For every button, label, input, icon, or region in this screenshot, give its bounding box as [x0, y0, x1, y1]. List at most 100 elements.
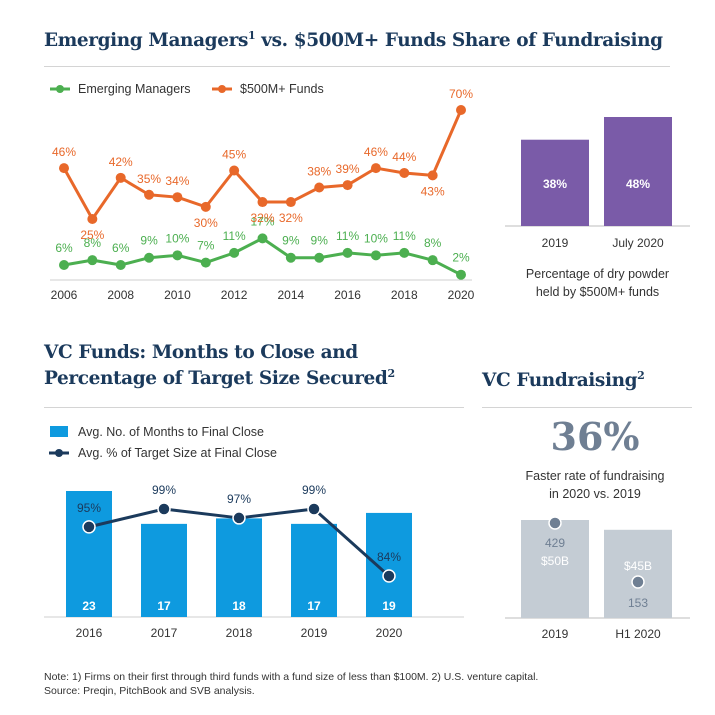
bar-value-label: $50B	[541, 554, 569, 568]
chart1-divider	[44, 66, 670, 67]
data-label: 6%	[112, 241, 130, 255]
chart3-title: VC Funds: Months to Close and Percentage …	[44, 342, 395, 389]
data-label: 11%	[336, 229, 359, 243]
data-point	[456, 105, 466, 115]
data-label: 46%	[52, 145, 76, 159]
data-point	[314, 252, 325, 263]
data-label: 8%	[424, 236, 442, 250]
bar-value-label: 18	[232, 599, 246, 613]
data-point	[257, 197, 268, 208]
chart3-divider	[44, 407, 464, 408]
data-point	[382, 569, 396, 583]
data-label: 97%	[227, 492, 251, 506]
data-label: 42%	[109, 155, 133, 169]
x-tick-label: 2012	[221, 288, 248, 302]
bar	[216, 518, 262, 617]
data-point	[82, 520, 96, 534]
x-tick-label: 2017	[151, 626, 178, 640]
data-label: 39%	[336, 162, 360, 176]
legend-swatch-bar	[50, 426, 68, 437]
data-label: 25%	[80, 228, 104, 242]
data-point	[399, 167, 410, 178]
x-tick-label: 2018	[226, 626, 253, 640]
x-tick-label: 2019	[542, 627, 569, 641]
chart4-title: VC Fundraising2	[482, 368, 645, 391]
data-point	[548, 516, 562, 530]
data-label: 43%	[421, 184, 445, 198]
data-label: 95%	[77, 501, 101, 515]
x-tick-label: 2006	[51, 288, 78, 302]
data-label: 8%	[84, 236, 102, 250]
legend-label: $500M+ Funds	[240, 82, 324, 96]
data-label: 9%	[282, 234, 300, 248]
bar	[291, 523, 337, 617]
data-label: 32%	[250, 211, 274, 225]
data-label: 45%	[222, 148, 246, 162]
data-point	[87, 255, 98, 266]
bar-value-label: $45B	[624, 559, 652, 573]
legend-label: Avg. % of Target Size at Final Close	[78, 446, 277, 460]
data-label: 10%	[364, 231, 388, 245]
x-tick-label: H1 2020	[615, 627, 661, 641]
bar	[604, 529, 672, 618]
x-tick-label: July 2020	[612, 236, 664, 250]
data-point	[427, 170, 438, 181]
data-point	[59, 163, 69, 174]
chart4-divider	[482, 407, 692, 408]
data-label: 32%	[279, 211, 303, 225]
bar	[604, 117, 672, 226]
data-point	[342, 247, 353, 258]
data-point	[115, 172, 126, 183]
x-tick-label: 2018	[391, 288, 418, 302]
x-tick-label: 2019	[301, 626, 328, 640]
data-label: 46%	[364, 145, 388, 159]
bar-value-label: 19	[382, 599, 396, 613]
data-point	[427, 255, 438, 266]
chart2-caption: Percentage of dry powder held by $500M+ f…	[525, 267, 670, 299]
data-point	[157, 502, 171, 516]
data-label: 84%	[377, 550, 401, 564]
data-point	[631, 575, 645, 589]
bar-value-label: 23	[82, 599, 96, 613]
data-point	[144, 252, 155, 263]
footnote: Note: 1) Firms on their first through th…	[44, 671, 539, 697]
data-point	[399, 247, 410, 258]
data-point	[200, 201, 211, 212]
legend-swatch-dot	[218, 85, 226, 93]
data-label: 10%	[165, 231, 189, 245]
data-label: 2%	[452, 251, 470, 265]
data-point	[285, 197, 296, 208]
data-label: 11%	[393, 229, 416, 243]
data-label: 38%	[307, 165, 331, 179]
bar-value-label: 17	[157, 599, 171, 613]
x-tick-label: 2020	[376, 626, 403, 640]
x-tick-label: 2016	[334, 288, 361, 302]
chart4-caption: Faster rate of fundraising in 2020 vs. 20…	[525, 469, 665, 501]
x-tick-label: 2020	[448, 288, 475, 302]
data-label: 7%	[197, 239, 215, 253]
data-label: 34%	[165, 174, 189, 188]
bar	[141, 523, 187, 617]
x-tick-label: 2016	[76, 626, 103, 640]
data-label: 11%	[223, 229, 246, 243]
data-label: 9%	[311, 234, 329, 248]
data-point	[232, 511, 246, 525]
bar	[366, 512, 412, 617]
data-label: 44%	[392, 150, 416, 164]
data-label: 30%	[194, 216, 218, 230]
data-label: 429	[545, 536, 565, 550]
data-point	[285, 252, 296, 263]
data-point	[59, 260, 69, 270]
data-point	[342, 180, 353, 191]
data-point	[370, 250, 381, 261]
legend-label: Avg. No. of Months to Final Close	[78, 425, 264, 439]
data-label: 6%	[55, 241, 73, 255]
data-point	[200, 257, 211, 268]
x-tick-label: 2008	[107, 288, 134, 302]
data-point	[370, 163, 381, 174]
legend-label: Emerging Managers	[78, 82, 191, 96]
bar-value-label: 38%	[543, 177, 567, 191]
x-tick-label: 2019	[542, 236, 569, 250]
bar	[521, 139, 589, 226]
